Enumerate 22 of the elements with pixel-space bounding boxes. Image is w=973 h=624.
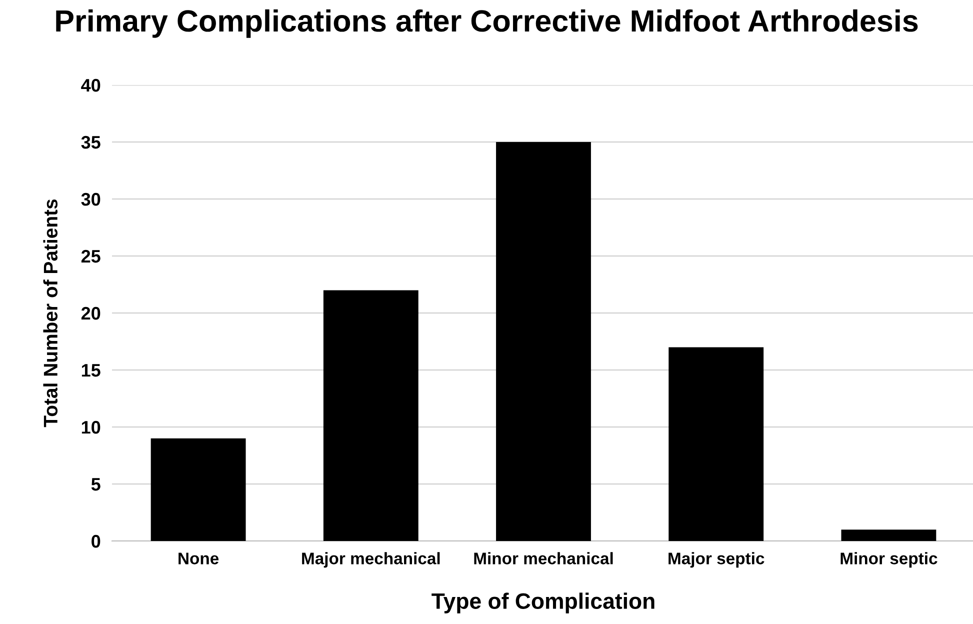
x-tick-label: Minor septic <box>840 552 938 568</box>
y-tick-label: 15 <box>82 364 100 377</box>
y-tick-label: 40 <box>81 78 100 92</box>
bar <box>323 290 418 541</box>
y-tick-label: 30 <box>81 192 100 206</box>
x-tick-label: Minor mechanical <box>474 552 613 564</box>
y-tick-label: 5 <box>91 478 100 491</box>
y-axis-title: Total Number of Patients <box>43 199 58 428</box>
x-tick-label: None <box>178 552 219 564</box>
bar <box>841 530 936 541</box>
x-axis-title: Type of Complication <box>432 592 654 614</box>
x-tick-label: Major septic <box>668 552 764 568</box>
y-tick-label: 10 <box>82 420 100 434</box>
y-tick-label: 20 <box>81 306 100 320</box>
bar <box>496 142 591 541</box>
bar <box>150 438 246 541</box>
x-tick-label: Major mechanical <box>302 552 440 568</box>
chart-title: Primary Complications after Corrective Midfoot Arthrodesis <box>56 9 918 38</box>
bar <box>668 347 764 541</box>
y-tick-label: 25 <box>81 250 100 263</box>
y-tick-label: 35 <box>81 136 100 149</box>
y-tick-label: 0 <box>92 534 100 548</box>
